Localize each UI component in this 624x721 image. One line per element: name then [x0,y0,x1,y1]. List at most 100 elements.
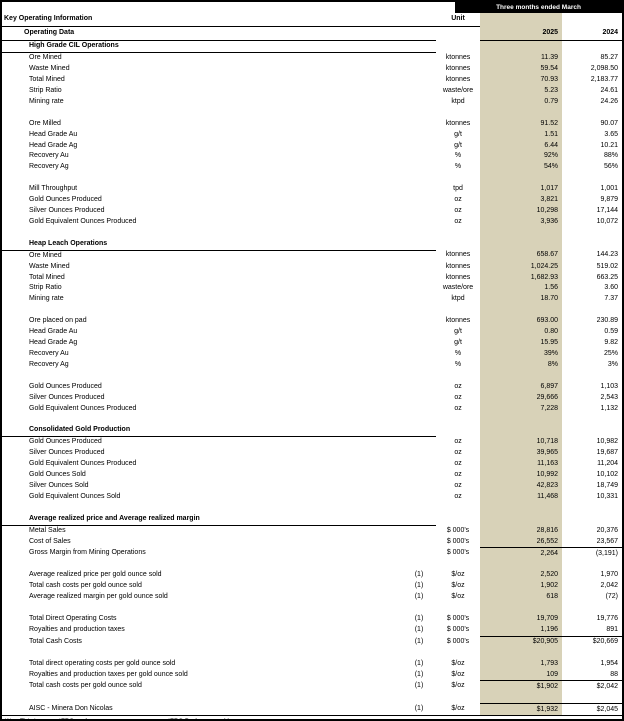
value-2024 [562,692,622,703]
row-label: Mining rate [29,295,64,303]
value-2025: 39% [480,348,563,360]
unit-cell: g/t [454,328,462,336]
unit-cell: oz [454,196,462,204]
row-label: Silver Ounces Produced [29,207,105,215]
value-2024: 1,970 [600,571,619,579]
value-2024: 88% [604,152,619,160]
value-2024: 1,001 [600,185,619,193]
value-2025: 29,666 [480,392,563,404]
unit-cell [436,108,480,119]
value-2025: 10,718 [480,436,563,449]
unit-cell: g/t [454,141,462,149]
row-label: Strip Ratio [29,284,62,292]
value-2025: 92% [480,151,563,163]
value-2025: 26,552 [480,536,563,548]
value-2025 [480,227,563,239]
table-row: Gold Equivalent Ounces Sold oz 11,468 10,33… [2,491,622,503]
value-2024: 20,376 [596,526,619,534]
table-row: Gold Equivalent Ounces Produced oz 11,163 1… [2,459,622,470]
row-label [2,305,436,316]
unit-cell [436,173,480,184]
footnote-marker [402,75,436,86]
footnote-marker: (1) [2,716,20,719]
footnote-marker [402,448,436,459]
row-label: Mill Throughput [29,185,78,193]
table-row: Gold Equivalent Ounces Produced oz 7,228 1,… [2,403,622,415]
footnote-marker [402,393,436,404]
value-2025: 1.51 [480,129,563,141]
value-2025 [480,173,563,184]
table-row: Waste Mined ktonnes 59.54 2,098.50 [2,63,622,75]
footnote-marker [402,492,436,503]
unit-cell: ktpd [451,97,465,105]
value-2024 [562,228,622,239]
value-2025 [480,502,563,514]
spacer-row [2,603,622,614]
footnote-marker [402,250,436,261]
table-row: Ore Mined ktonnes 658.67 144.23 [2,250,622,262]
value-2024 [562,108,622,119]
footnote-marker [402,283,436,294]
unit-cell: oz [454,207,462,215]
table-row: Average realized price per gold ounce so… [2,570,622,582]
spacer-row [2,502,622,514]
table-row: Recovery Ag% 8% 3% [2,359,622,371]
row-label: Royalties and production taxes per gold … [29,671,188,678]
unit-cell: oz [454,217,462,225]
row-label: Total Direct Operating Costs [29,615,117,623]
footnote-marker [402,261,436,272]
value-2025 [480,414,563,426]
unit-cell: $ 000's [446,549,470,557]
footnote-marker [402,360,436,371]
row-label [2,414,436,425]
row-label: Recovery Ag [29,360,69,368]
row-label: Gold Ounces Sold [29,471,86,479]
value-2024: 19,687 [596,449,619,457]
table-row: Silver Ounces Sold oz 42,823 18,749 [2,480,622,492]
value-2025: 3,821 [480,194,563,206]
value-2025: 28,816 [480,525,563,537]
unit-cell: oz [454,482,462,490]
value-2025: 15.95 [480,337,563,349]
row-label: Head Grade Au [29,130,78,138]
unit-cell [436,41,480,53]
footnote-row: (1) This is a non-IFRS performance measu… [2,715,622,719]
value-2024: 1,132 [600,404,619,412]
value-2024: 90.07 [600,119,619,127]
value-2024 [562,41,622,53]
value-2025: 11.39 [480,52,563,64]
unit-cell: oz [454,471,462,479]
unit-column-header: Unit [436,13,481,27]
period-header-spacer [2,2,455,13]
value-2025: $1,902 [480,680,563,693]
row-label: Ore Mined [29,251,62,259]
value-2024 [562,425,622,436]
footnote-marker [402,206,436,217]
unit-cell: oz [454,404,462,412]
row-label: Gold Ounces Produced [29,438,102,446]
footnote-marker [402,129,436,140]
value-2024: 10,331 [596,493,619,500]
footnote-marker [402,217,436,228]
row-label: Gold Equivalent Ounces Produced [29,217,137,225]
unit-cell: oz [454,438,462,446]
table-row: Royalties and production taxes per gold … [2,669,622,681]
footnote-marker [402,403,436,414]
value-2024: 2,183.77 [590,75,619,83]
value-2025: 1,793 [480,658,563,670]
unit-cell: ktonnes [445,317,471,325]
value-2024 [562,414,622,425]
value-2025: 7,228 [480,403,563,415]
unit-cell: oz [454,449,462,457]
table-row: Average realized margin per gold ounce s… [2,592,622,604]
table-row: Silver Ounces Produced oz 10,298 17,144 [2,205,622,217]
unit-cell [436,305,480,316]
value-2024 [562,503,622,514]
value-2024: 891 [606,626,619,634]
unit-cell [436,414,480,425]
value-2025: 10,992 [480,469,563,481]
row-label: Gold Ounces Produced [29,196,102,204]
row-label: Recovery Au [29,152,69,160]
value-2024: 1,103 [600,382,619,390]
